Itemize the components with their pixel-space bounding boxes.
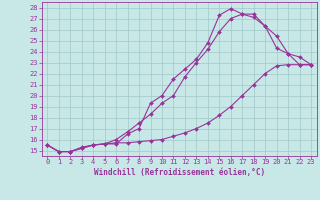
X-axis label: Windchill (Refroidissement éolien,°C): Windchill (Refroidissement éolien,°C) xyxy=(94,168,265,177)
